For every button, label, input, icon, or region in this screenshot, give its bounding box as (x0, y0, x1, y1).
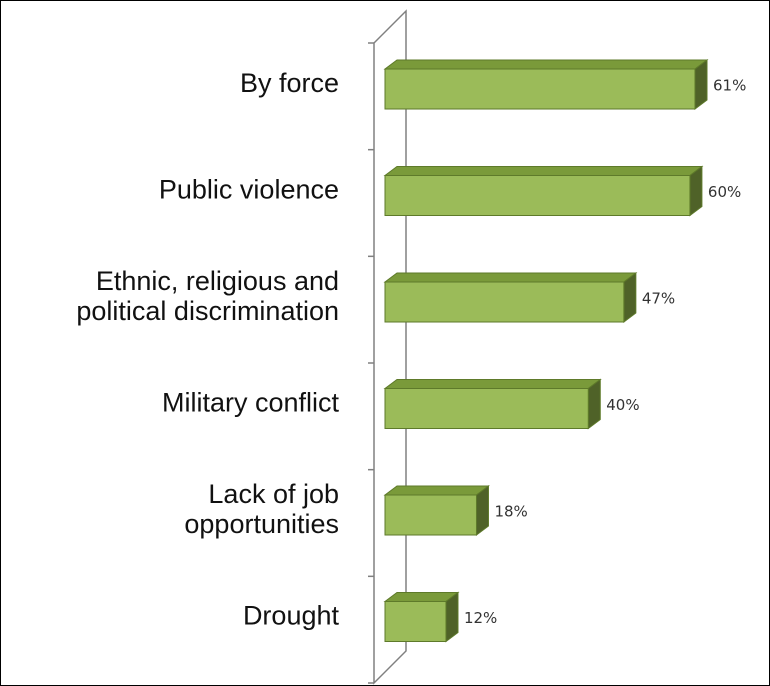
label-layer: 61% By force 60% Public violence 47% Ethnic, … (76, 68, 746, 631)
category-label-line: Military conflict (162, 388, 340, 418)
value-label: 18% (494, 503, 527, 521)
category-label: Military conflict (162, 388, 340, 418)
bar-front-face (384, 175, 691, 216)
category-label-line: opportunities (184, 509, 339, 539)
bar-front-face (384, 68, 696, 110)
bar-side-face (689, 165, 703, 217)
bar-top-face (383, 166, 704, 176)
category-label: Drought (243, 601, 340, 631)
bar-front-face (384, 601, 447, 642)
bar-side-face (475, 485, 489, 536)
bar-side-face (587, 378, 601, 430)
bar-side-face (623, 272, 637, 323)
bar (383, 272, 638, 323)
value-label: 40% (606, 396, 639, 414)
category-label-line: Drought (243, 601, 340, 631)
bar (383, 378, 602, 430)
bar-front-face (384, 281, 625, 323)
bar-layer (383, 59, 709, 643)
value-label: 47% (642, 290, 675, 308)
value-label: 60% (708, 183, 741, 201)
bar-top-face (383, 272, 638, 283)
bar-top-face (383, 379, 602, 389)
category-label-line: Ethnic, religious and (96, 266, 339, 296)
axis-wall (373, 9, 407, 685)
category-label-line: Public violence (159, 175, 339, 205)
value-label: 61% (713, 77, 746, 95)
bar-top-face (383, 485, 490, 496)
bar-side-face (694, 59, 708, 110)
value-label: 12% (464, 609, 497, 627)
category-label: Lack of job opportunities (184, 479, 339, 539)
bar-front-face (384, 494, 477, 536)
bar (383, 591, 460, 643)
bar (383, 485, 490, 536)
category-label-line: political discrimination (76, 296, 339, 326)
category-label: Ethnic, religious and political discrimin… (76, 266, 339, 326)
category-label-line: Lack of job (208, 479, 339, 509)
bar-front-face (384, 388, 589, 429)
category-label-line: By force (240, 68, 339, 98)
category-label: By force (240, 68, 339, 98)
category-label: Public violence (159, 175, 339, 205)
bar-top-face (383, 59, 709, 70)
bar (383, 165, 704, 217)
bar (383, 59, 709, 110)
axis-layer (368, 9, 407, 685)
bar-side-face (445, 591, 459, 643)
